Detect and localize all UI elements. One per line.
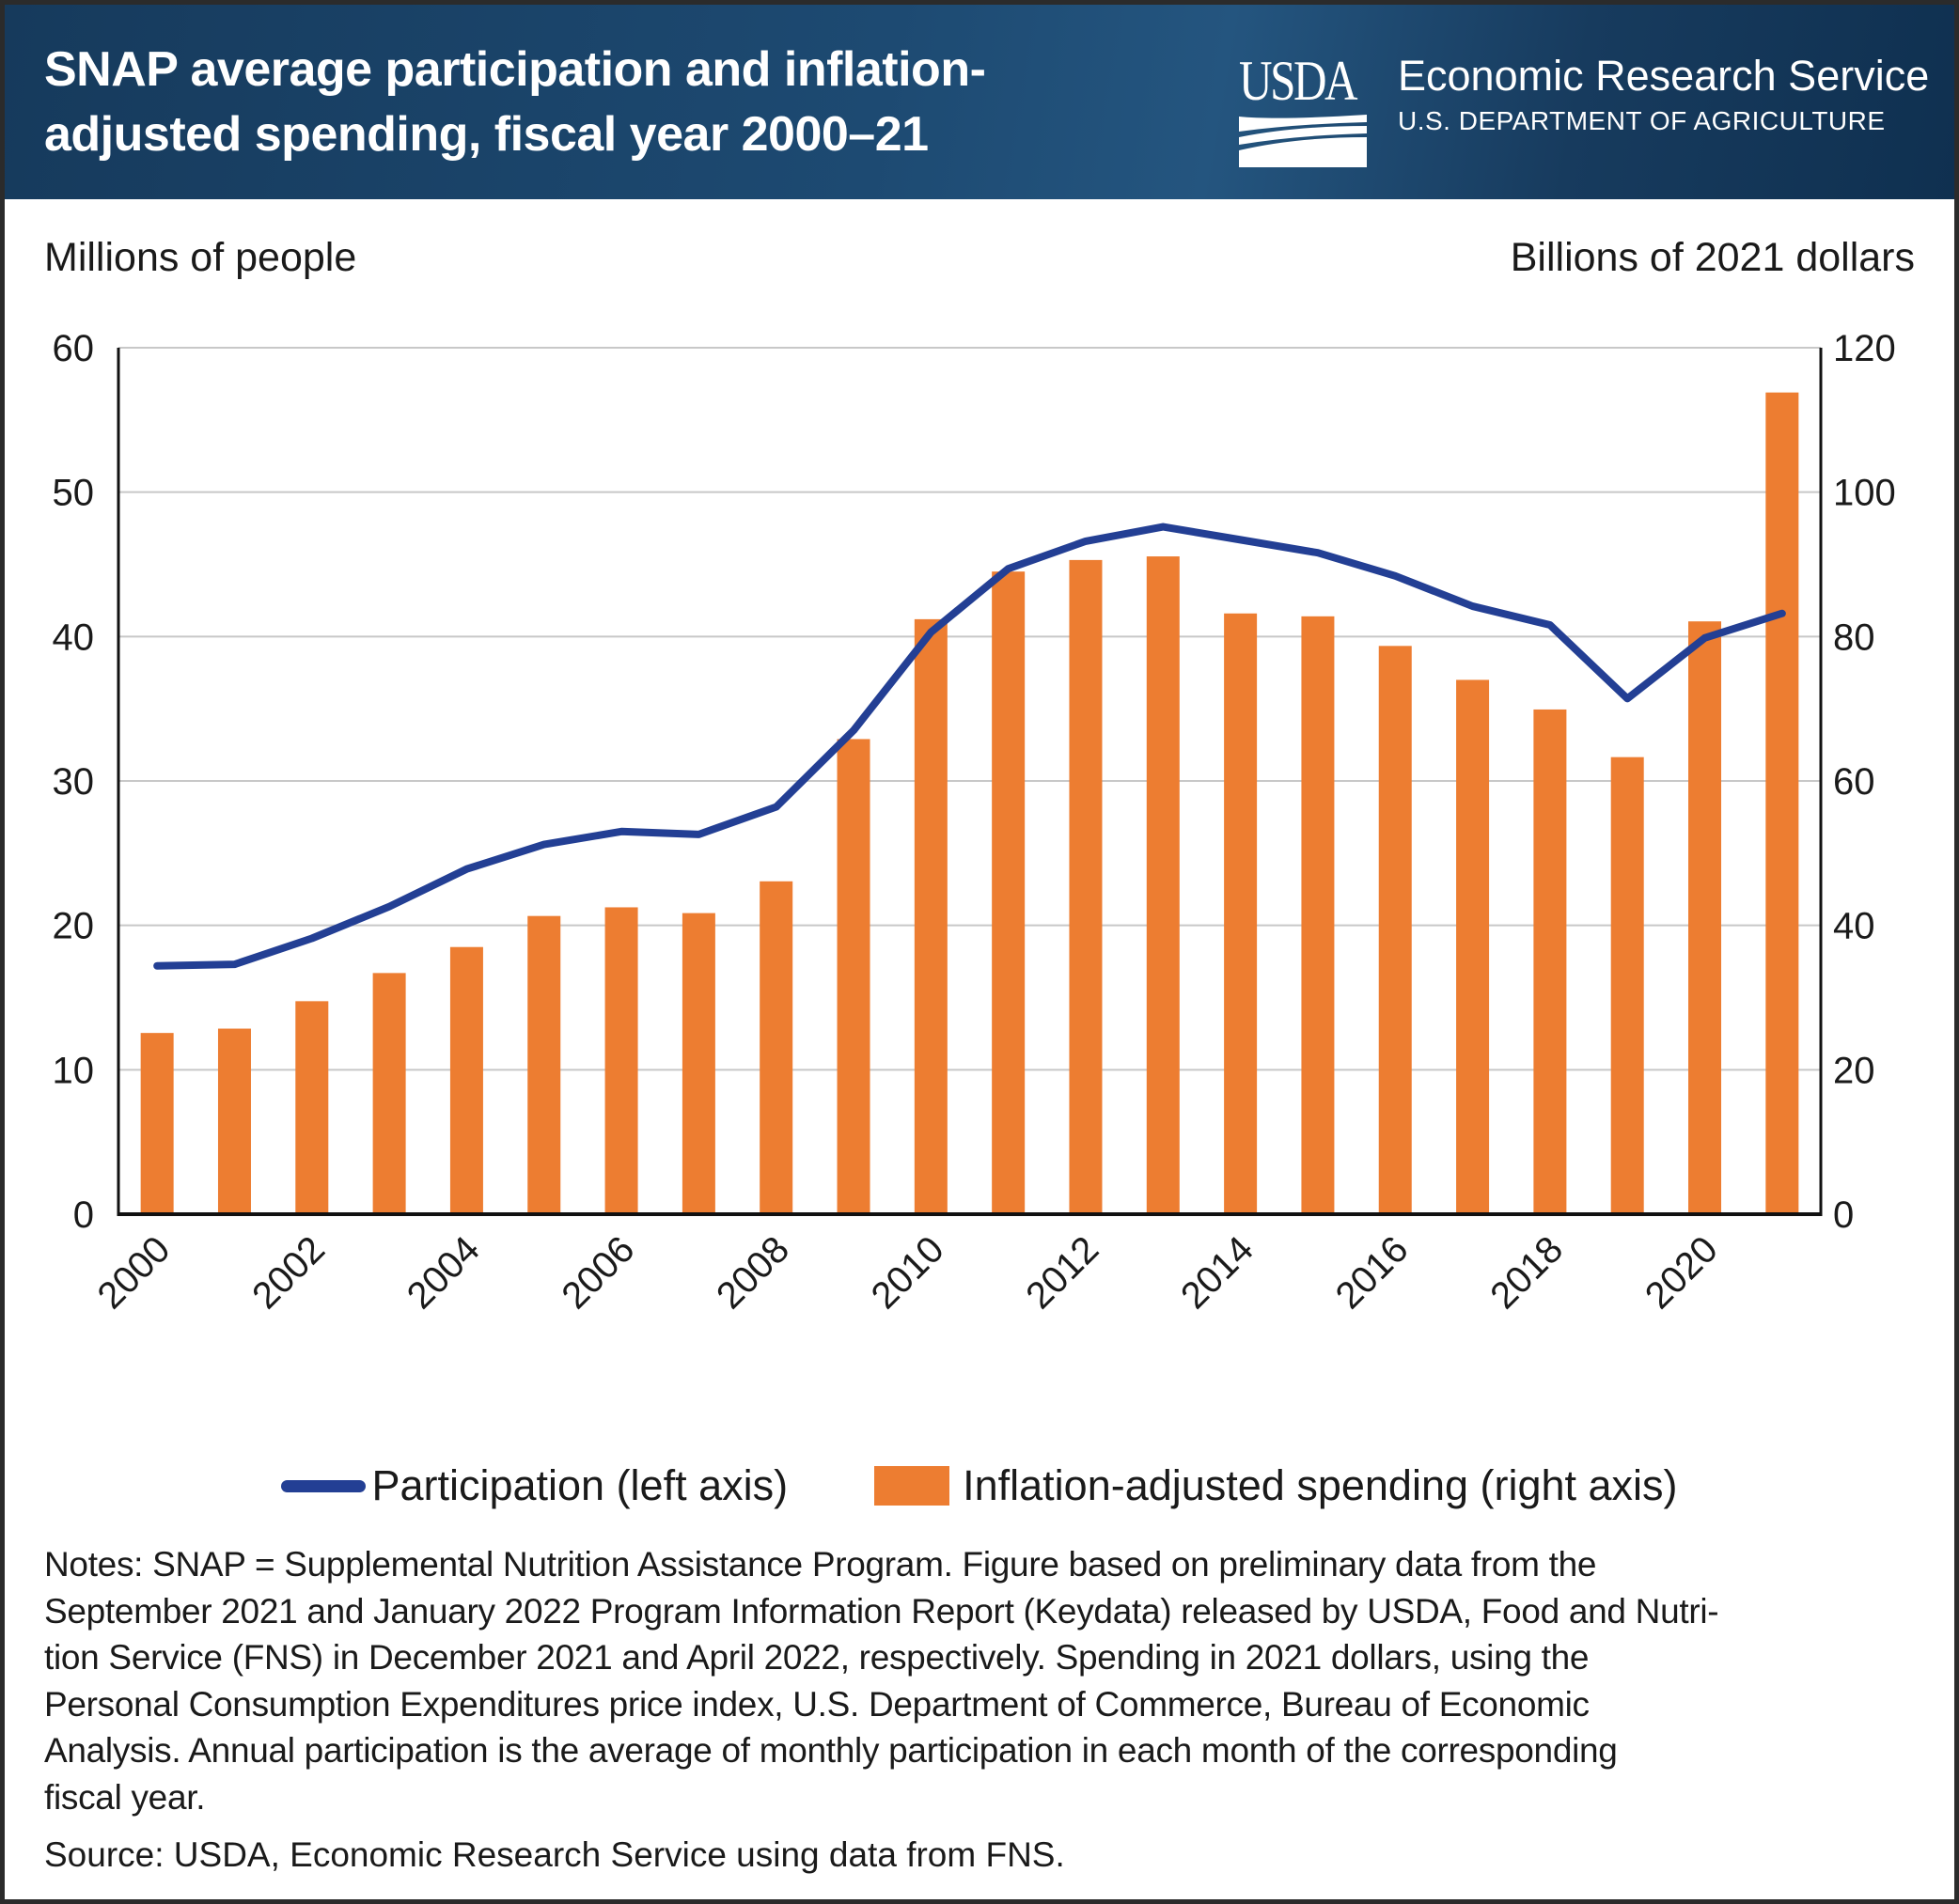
title-line: SNAP average participation and inflation… xyxy=(44,42,986,97)
right-axis-title: Billions of 2021 dollars xyxy=(1510,235,1915,280)
right-tick-label: 100 xyxy=(1833,473,1896,514)
agency-name: Economic Research Service xyxy=(1398,52,1930,100)
left-tick-label: 30 xyxy=(53,761,95,803)
spending-bar xyxy=(1765,392,1799,1214)
x-tick-label: 2008 xyxy=(709,1228,797,1317)
spending-bar xyxy=(1688,621,1722,1214)
source-note: Source: USDA, Economic Research Service … xyxy=(44,1835,1065,1874)
legend: Participation (left axis) Inflation-adju… xyxy=(0,1461,1959,1510)
spending-bar xyxy=(527,915,561,1214)
x-tick-label: 2000 xyxy=(89,1228,178,1317)
spending-bar xyxy=(682,913,715,1214)
spending-bar xyxy=(217,1028,251,1214)
x-tick-label: 2004 xyxy=(400,1228,488,1317)
left-tick-label: 50 xyxy=(53,473,95,514)
notes: Notes: SNAP = Supplemental Nutrition Ass… xyxy=(44,1541,1943,1820)
usda-landscape-icon xyxy=(1239,115,1367,167)
notes-line: Notes: SNAP = Supplemental Nutrition Ass… xyxy=(44,1545,1597,1584)
x-tick-label: 2016 xyxy=(1328,1228,1417,1317)
left-axis-title: Millions of people xyxy=(44,235,357,280)
left-tick-label: 20 xyxy=(53,906,95,947)
right-tick-label: 40 xyxy=(1833,906,1875,947)
left-tick-label: 0 xyxy=(73,1194,94,1236)
right-tick-label: 0 xyxy=(1833,1194,1854,1236)
x-tick-label: 2018 xyxy=(1482,1228,1571,1317)
x-tick-label: 2012 xyxy=(1018,1228,1106,1317)
spending-bar xyxy=(140,1033,174,1214)
notes-line: fiscal year. xyxy=(44,1777,206,1817)
spending-bar xyxy=(1533,709,1567,1214)
legend-label: Inflation-adjusted spending (right axis) xyxy=(963,1461,1678,1509)
left-tick-label: 60 xyxy=(53,328,95,369)
left-tick-label: 40 xyxy=(53,616,95,658)
x-tick-label: 2006 xyxy=(554,1228,642,1317)
spending-bar xyxy=(1224,613,1258,1214)
notes-line: Personal Consumption Expenditures price … xyxy=(44,1684,1590,1724)
participation-line xyxy=(153,523,1786,970)
spending-bar xyxy=(837,739,870,1214)
spending-bar xyxy=(295,1001,329,1214)
legend-bar-swatch xyxy=(874,1466,950,1506)
x-tick-label: 2010 xyxy=(864,1228,952,1317)
x-tick-label: 2014 xyxy=(1173,1228,1262,1317)
spending-bar xyxy=(992,571,1026,1214)
spending-bar xyxy=(1456,679,1490,1214)
right-tick-label: 20 xyxy=(1833,1050,1875,1091)
footer-notes: Notes: SNAP = Supplemental Nutrition Ass… xyxy=(44,1541,1943,1879)
title-line: adjusted spending, fiscal year 2000–21 xyxy=(44,107,929,162)
spending-bar xyxy=(1301,616,1335,1214)
x-tick-label: 2020 xyxy=(1638,1228,1726,1317)
legend-line-swatch xyxy=(281,1479,367,1492)
notes-line: Analysis. Annual participation is the av… xyxy=(44,1731,1618,1770)
spending-bar xyxy=(1610,757,1644,1214)
header-banner: SNAP average participation and inflation… xyxy=(0,0,1959,199)
usda-logo-text: USDA xyxy=(1239,50,1358,112)
chart-svg: 0 10 20 30 40 50 60 0 20 40 60 80 100 120 2000 2002 2004… xyxy=(53,328,1896,1317)
spending-bar xyxy=(604,907,638,1214)
spending-bar xyxy=(372,973,406,1214)
notes-line: September 2021 and January 2022 Program … xyxy=(44,1591,1719,1631)
usda-logo: USDA xyxy=(1239,50,1367,172)
department-name: U.S. DEPARTMENT OF AGRICULTURE xyxy=(1398,106,1886,135)
legend-item-participation: Participation (left axis) xyxy=(281,1461,788,1510)
right-tick-label: 120 xyxy=(1833,328,1896,369)
notes-line: tion Service (FNS) in December 2021 and … xyxy=(44,1638,1590,1677)
spending-bar xyxy=(1378,646,1412,1214)
spending-bar xyxy=(760,881,793,1214)
spending-bar xyxy=(1069,559,1103,1214)
legend-item-spending: Inflation-adjusted spending (right axis) xyxy=(874,1461,1678,1510)
chart-title: SNAP average participation and inflation… xyxy=(44,38,1210,167)
right-tick-label: 80 xyxy=(1833,616,1875,658)
left-tick-label: 10 xyxy=(53,1050,95,1091)
spending-bar xyxy=(1146,556,1180,1214)
spending-bar xyxy=(449,946,483,1214)
legend-label: Participation (left axis) xyxy=(371,1461,789,1509)
x-tick-label: 2002 xyxy=(244,1228,333,1317)
right-tick-label: 60 xyxy=(1833,761,1875,803)
spending-bar xyxy=(914,618,948,1214)
